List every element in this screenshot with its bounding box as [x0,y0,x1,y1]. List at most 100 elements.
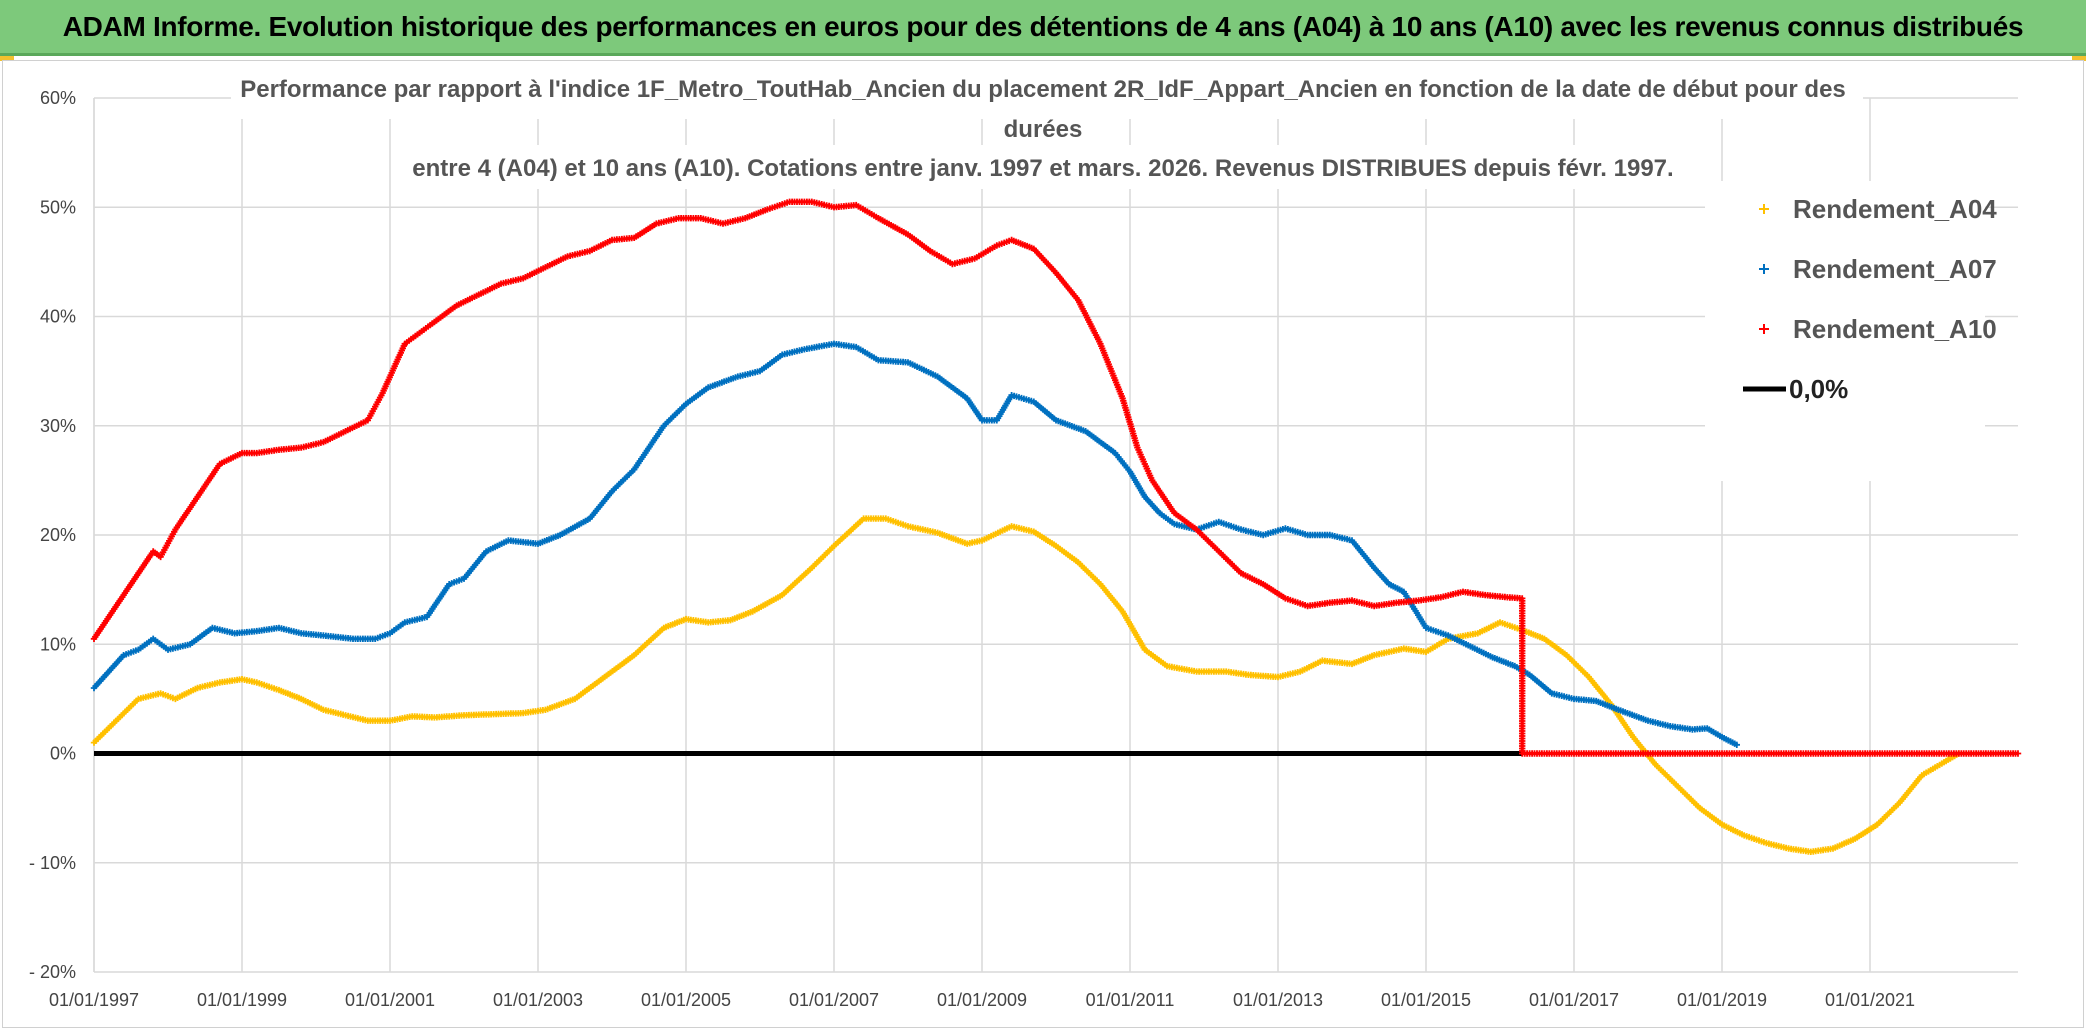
data-point-anchor [1032,247,1036,250]
data-point-anchor [196,495,199,498]
x-tick-label: 01/01/2013 [1233,990,1323,1010]
data-point-anchor [1239,528,1243,531]
legend-label: Rendement_A10 [1793,314,1997,344]
data-point-anchor [462,714,466,717]
data-point-anchor [455,304,458,307]
data-point-anchor [884,517,887,520]
data-point-anchor [233,632,236,635]
data-point-anchor [1010,238,1013,242]
data-point-anchor [1809,850,1813,853]
data-point-anchor [1720,823,1724,826]
data-point-anchor [1720,735,1724,739]
x-axis: 01/01/1997 01/01/1999 01/01/2001 01/01/2003… [49,990,1915,1010]
data-point-anchor [381,391,384,395]
data-point-anchor [1876,823,1879,826]
data-point-anchor [218,462,221,466]
data-point-anchor [411,715,414,718]
data-point-anchor [152,637,155,640]
y-tick-label: 40% [40,307,76,327]
data-point-anchor [544,708,547,711]
data-point-anchor [322,708,325,711]
data-point-anchor [1262,533,1265,537]
data-point-anchor [1698,806,1702,810]
data-point-anchor [707,386,710,389]
data-point-anchor [1054,419,1058,422]
data-point-anchor [115,719,118,722]
data-point-anchor [1225,670,1228,673]
data-point-anchor [1543,637,1546,640]
data-point-anchor [1521,597,1524,600]
legend-item-rendement-a10: Rendement_A10 [1759,314,1997,344]
data-point-anchor [418,331,421,335]
data-point-anchor [936,531,939,534]
data-point-anchor [781,593,784,597]
title-background [231,67,1863,119]
data-point-anchor [240,451,244,455]
legend-background [1705,181,1985,481]
data-point-anchor [1898,801,1901,804]
chart-title: Performance par rapport à l'indice 1F_Me… [231,67,1863,189]
data-point-anchor [1469,645,1472,648]
data-point-anchor [1328,533,1332,537]
data-point-anchor [255,451,258,455]
data-point-anchor [684,402,688,406]
series-rendement-a07 [90,340,1740,748]
data-point-anchor [906,525,910,528]
data-point-anchor [1328,601,1332,604]
data-point-anchor [951,262,954,266]
corner-accent-right [2072,56,2086,61]
data-point-anchor [588,249,591,253]
data-point-anchor [196,686,199,690]
data-point-anchor [189,643,192,646]
series-rendement-a04 [90,515,1962,855]
data-point-anchor [462,577,466,580]
data-point-anchor [1484,593,1487,597]
data-point-anchor [1239,572,1243,575]
data-point-anchor [633,468,636,471]
data-point-anchor [1720,752,1724,755]
x-tick-label: 01/01/2001 [345,990,435,1010]
y-tick-label: 50% [40,197,76,217]
data-point-anchor [980,419,984,422]
data-point-anchor [1765,841,1768,845]
data-point-anchor [1691,728,1694,731]
data-point-anchor [1247,673,1250,676]
y-tick-label: 10% [40,634,76,654]
data-point-anchor [1217,520,1221,524]
data-point-anchor [1099,583,1102,586]
data-point-anchor [1373,566,1376,569]
y-tick-label: 60% [40,88,76,108]
data-point-anchor [1306,533,1309,537]
data-point-anchor [1077,561,1080,564]
y-tick-label: 20% [40,525,76,545]
data-point-anchor [255,681,258,684]
data-point-anchor [1402,647,1406,650]
data-point-anchor [855,203,858,207]
data-point-anchor [980,539,984,542]
data-point-anchor [152,550,155,553]
title-background-2 [398,145,1688,189]
data-point-anchor [862,517,865,520]
data-point-anchor [736,375,739,378]
data-point-anchor [1854,837,1857,840]
data-point-anchor [1276,675,1280,679]
data-point-anchor [1054,544,1058,548]
data-point-anchor [603,675,606,679]
data-point-anchor [1143,495,1147,498]
data-point-anchor [1010,394,1013,397]
data-point-anchor [366,719,369,722]
series-layer [90,198,2022,855]
data-point-anchor [122,654,125,657]
data-point-anchor [1868,752,1872,755]
x-tick-label: 01/01/2011 [1086,990,1175,1010]
data-point-anchor [1595,699,1598,703]
data-point-anchor [1395,601,1398,604]
data-point-anchor [1646,719,1650,722]
data-point-anchor [1373,654,1376,657]
data-point-anchor [92,637,96,640]
data-point-anchor [1424,626,1428,630]
data-point-anchor [707,621,710,624]
legend-swatch-plus [1759,264,1769,274]
data-point-anchor [1646,752,1650,755]
data-point-anchor [684,617,688,621]
